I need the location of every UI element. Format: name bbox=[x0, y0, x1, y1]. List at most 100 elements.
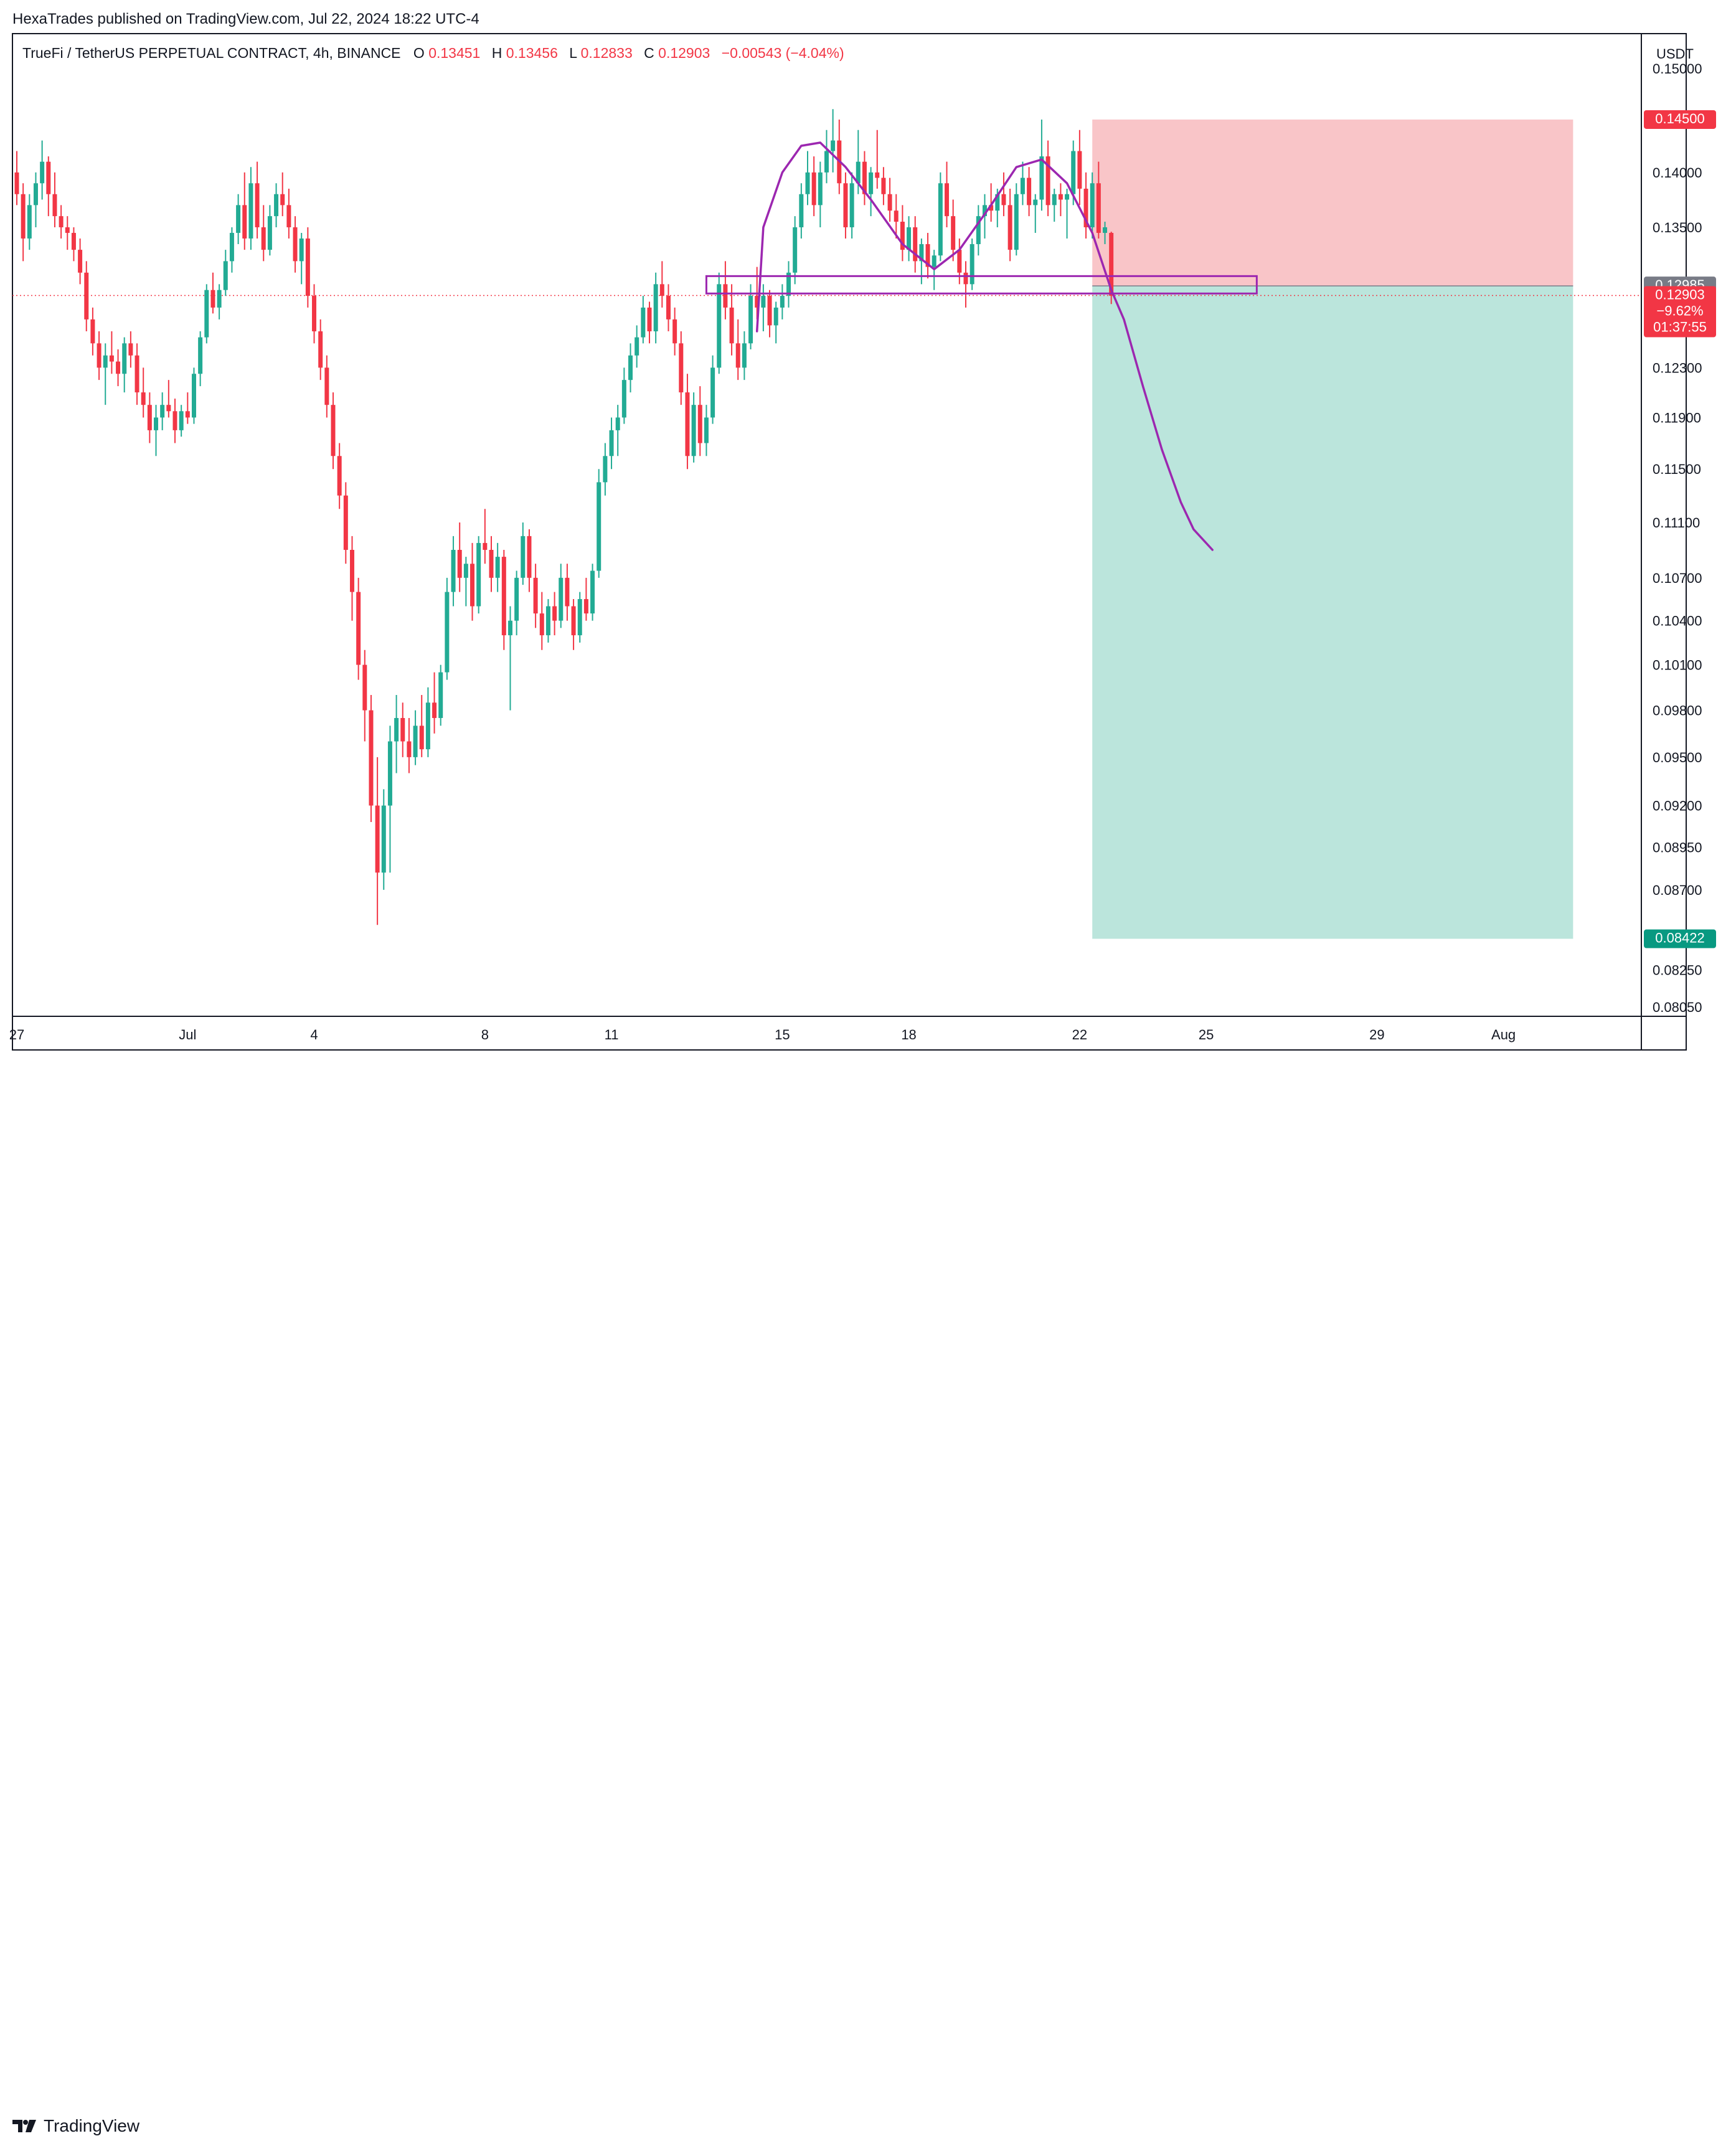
candle bbox=[109, 331, 114, 374]
candle-body bbox=[381, 805, 386, 873]
candle bbox=[761, 284, 766, 332]
x-tick-label: 11 bbox=[605, 1027, 619, 1042]
candle bbox=[267, 205, 272, 256]
svg-text:0.12903: 0.12903 bbox=[1655, 286, 1705, 302]
candle bbox=[887, 177, 892, 222]
candle-body bbox=[71, 232, 76, 250]
candle bbox=[869, 167, 874, 217]
candle bbox=[881, 167, 886, 206]
candle-body bbox=[33, 183, 38, 206]
candle bbox=[969, 238, 974, 290]
candle bbox=[767, 290, 772, 338]
stop-loss-zone[interactable] bbox=[1092, 119, 1573, 286]
candle-body bbox=[748, 296, 753, 344]
candle-body bbox=[27, 205, 32, 239]
candle bbox=[204, 284, 209, 344]
candle-body bbox=[615, 417, 620, 430]
candle bbox=[597, 469, 601, 578]
candle-body bbox=[248, 183, 253, 239]
candle bbox=[773, 301, 778, 344]
candle bbox=[52, 172, 57, 227]
candle bbox=[647, 301, 652, 344]
candle-body bbox=[672, 319, 677, 344]
candle-body bbox=[697, 405, 702, 443]
candle-body bbox=[318, 331, 323, 368]
take-profit-zone[interactable] bbox=[1092, 286, 1573, 939]
tradingview-logo[interactable]: TradingView bbox=[12, 2116, 139, 2136]
candle-body bbox=[179, 411, 184, 430]
svg-text:0.14500: 0.14500 bbox=[1655, 111, 1705, 126]
projection-curve[interactable] bbox=[755, 141, 1214, 551]
candle bbox=[691, 392, 696, 463]
candle bbox=[154, 405, 159, 456]
candle-body bbox=[539, 613, 544, 636]
candle-body bbox=[160, 405, 165, 418]
candle bbox=[1014, 183, 1019, 256]
candle bbox=[375, 757, 380, 925]
chart-legend: TrueFi / TetherUS PERPETUAL CONTRACT, 4h… bbox=[22, 45, 844, 61]
candle bbox=[824, 130, 829, 184]
candle-body bbox=[59, 216, 64, 227]
candle bbox=[160, 392, 165, 430]
support-zone-box[interactable] bbox=[705, 275, 1258, 295]
candle bbox=[717, 272, 722, 374]
candle-body bbox=[457, 549, 462, 578]
candle bbox=[659, 261, 664, 308]
candle bbox=[559, 564, 564, 628]
candle-body bbox=[387, 741, 392, 806]
candle-body bbox=[369, 710, 374, 806]
candle-body bbox=[1077, 151, 1082, 189]
y-tick-label: 0.15000 bbox=[1653, 61, 1702, 77]
candle bbox=[900, 205, 905, 262]
candle bbox=[742, 331, 747, 380]
y-tick-label: 0.12300 bbox=[1653, 360, 1702, 376]
candle-body bbox=[963, 272, 968, 285]
candle-body bbox=[843, 183, 848, 227]
candle bbox=[419, 695, 424, 757]
candle-body bbox=[1096, 183, 1101, 233]
trading-chart[interactable]: HexaTrades published on TradingView.com,… bbox=[0, 0, 1736, 1095]
candle bbox=[40, 140, 45, 200]
candle-body bbox=[1020, 177, 1025, 194]
candle-body bbox=[1033, 199, 1038, 206]
svg-text:−9.62%: −9.62% bbox=[1656, 303, 1703, 318]
candle-body bbox=[407, 741, 412, 757]
currency-label[interactable]: USDT bbox=[1656, 46, 1694, 62]
candle bbox=[71, 227, 76, 262]
candle bbox=[255, 161, 260, 239]
candle-body bbox=[267, 216, 272, 250]
candle-body bbox=[982, 205, 987, 217]
y-tick-label: 0.09800 bbox=[1653, 703, 1702, 719]
candle-body bbox=[280, 194, 285, 206]
candle bbox=[831, 109, 836, 172]
candle bbox=[172, 399, 177, 443]
candle bbox=[925, 232, 930, 279]
candle-body bbox=[1083, 188, 1088, 227]
candle bbox=[723, 261, 728, 319]
candle-body bbox=[236, 205, 241, 233]
candle bbox=[521, 522, 526, 585]
candle bbox=[577, 592, 582, 643]
candle-body bbox=[362, 664, 367, 711]
candle bbox=[609, 417, 614, 470]
candle bbox=[501, 549, 506, 650]
candle-body bbox=[413, 725, 418, 757]
candle-body bbox=[375, 805, 380, 873]
candle-body bbox=[527, 536, 532, 578]
candle bbox=[381, 789, 386, 890]
candle-body bbox=[1065, 194, 1070, 200]
candle bbox=[210, 272, 215, 314]
legend-high-label: H bbox=[492, 45, 502, 61]
candle-body bbox=[609, 430, 614, 456]
candle-body bbox=[470, 564, 475, 607]
candle-body bbox=[65, 227, 70, 233]
candle-body bbox=[274, 194, 279, 217]
candle bbox=[963, 261, 968, 308]
candle bbox=[583, 577, 588, 621]
candle-body bbox=[881, 177, 886, 194]
x-tick-label: 25 bbox=[1199, 1027, 1214, 1042]
candle-body bbox=[242, 205, 247, 239]
candle-body bbox=[805, 172, 810, 194]
candle bbox=[793, 216, 798, 285]
candle-body bbox=[1014, 194, 1019, 250]
